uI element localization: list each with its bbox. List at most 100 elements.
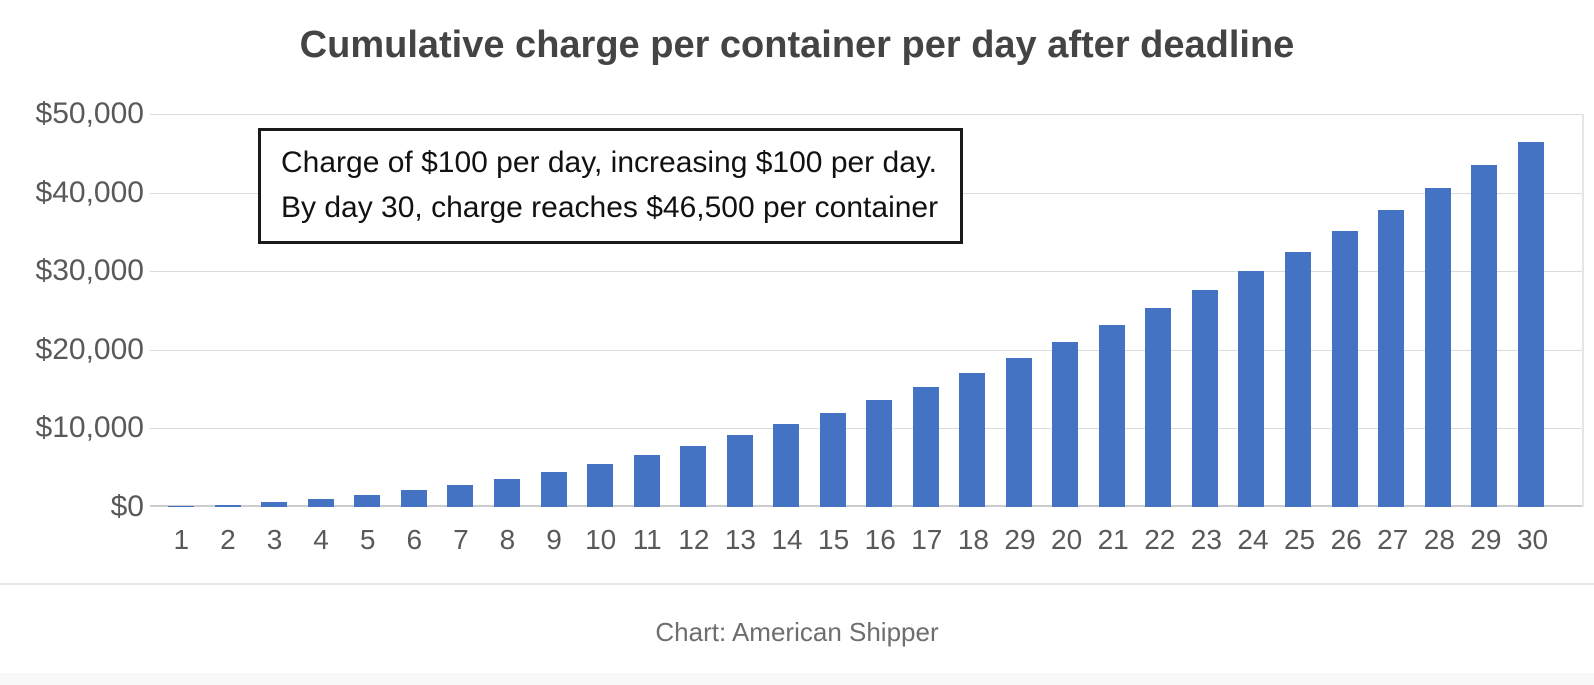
bar-slot-day-1 [158,114,205,507]
bar-slot-day-8 [484,114,531,507]
bar-slot-day-11 [623,114,670,507]
bar-day-20 [1052,342,1079,507]
x-tick-label-30: 30 [1516,524,1549,555]
x-tick-label-9: 9 [546,524,562,555]
bar-slot-day-22 [1135,114,1182,507]
bar-day-23 [1191,290,1218,507]
bar-slot-day-30 [1507,114,1554,507]
x-tick-label-11: 11 [632,524,662,555]
bar-slot-day-29 [1461,114,1508,507]
bar-day-22 [1145,308,1172,507]
annotation-line-2: By day 30, charge reaches $46,500 per co… [281,191,939,224]
x-tick-label-17: 17 [911,524,943,555]
bar-day-11 [633,455,660,507]
x-tick-label-10: 10 [585,524,617,555]
footer: Chart: American Shipper [0,585,1594,685]
bar-slot-day-17 [903,114,950,507]
bar-slot-day-14 [763,114,810,507]
bar-day-14 [773,424,800,507]
bar-day-17 [912,387,939,507]
x-tick-label-21: 21 [1097,524,1129,555]
bars-container [158,114,1554,507]
bar-slot-day-20 [1042,114,1089,507]
y-tick-label: $20,000 [35,332,144,366]
x-tick-label-16: 16 [864,524,896,555]
bar-slot-day-28 [1414,114,1461,507]
bar-day-6 [400,490,427,507]
bar-day-16 [866,400,893,507]
x-tick-label-6: 6 [406,524,423,555]
y-tick-label: $10,000 [35,411,144,445]
bar-slot-day-6 [391,114,438,507]
x-tick-label-13: 13 [724,524,756,555]
x-axis: 1 2 3 4 5 6 7 8 9 10 11 12 13 14 15 16 17 18 29 20 21 22 23 24 2… [158,523,1556,557]
bar-slot-day-9 [530,114,577,507]
bar-day-9 [540,472,567,507]
bar-slot-day-15 [809,114,856,507]
x-tick-label-22: 22 [1144,524,1176,555]
x-tick-label-15: 15 [818,524,850,555]
chart-title: Cumulative charge per container per day … [299,24,1295,66]
x-tick-label-29: 29 [1470,524,1502,555]
gridline [150,349,1582,351]
bar-slot-day-3 [251,114,298,507]
divider [0,583,1594,585]
chart-source-caption: Chart: American Shipper [655,617,939,647]
bar-day-5 [354,495,381,507]
gridline [150,271,1582,273]
bar-slot-day-12 [670,114,717,507]
bottom-strip [0,673,1594,685]
annotation-box: Charge of $100 per day, increasing $100 … [258,128,964,244]
x-tick-label-20: 20 [1051,524,1083,555]
x-tick-label-8: 8 [499,524,516,555]
y-tick-label: $40,000 [35,175,144,209]
y-tick-label: $50,000 [35,97,144,130]
bar-slot-day-23 [1182,114,1229,507]
bar-day-29 [1471,165,1498,507]
x-tick-label-24: 24 [1237,524,1269,555]
x-tick-label-4: 4 [313,524,329,555]
x-tick-label-3: 3 [266,524,283,555]
x-tick-label-28: 28 [1423,524,1455,555]
x-tick-label-23: 23 [1190,524,1222,555]
bar-slot-day-26 [1321,114,1368,507]
x-axis-line [150,505,1582,507]
chart: Cumulative charge per container per day … [0,24,1594,557]
bar-day-25 [1285,252,1312,507]
gridline [150,428,1582,430]
bar-day-10 [587,464,614,507]
bar-day-8 [493,479,520,507]
x-tick-label-5: 5 [359,524,376,555]
bar-slot-day-25 [1275,114,1322,507]
bar-day-15 [819,413,846,507]
bar-slot-day-19 [996,114,1043,507]
plot-area: Charge of $100 per day, increasing $100 … [150,114,1584,507]
bar-day-24 [1238,271,1265,507]
x-tick-label-27: 27 [1377,524,1409,555]
bar-day-18 [959,373,986,507]
bar-day-12 [680,446,707,507]
bar-slot-day-10 [577,114,624,507]
bar-day-26 [1331,231,1358,507]
x-tick-label-26: 26 [1330,524,1362,555]
bar-day-3 [261,502,288,507]
x-tick-label-18: 18 [957,524,989,555]
bar-slot-day-13 [716,114,763,507]
bar-day-21 [1098,325,1125,507]
bar-slot-day-7 [437,114,484,507]
x-tick-label-1: 1 [173,524,190,555]
bar-slot-day-16 [856,114,903,507]
plot-row: $50,000 $40,000 $30,000 $20,000 $10,000 $0 Ch… [0,99,1594,522]
annotation-line-1: Charge of $100 per day, increasing $100 … [281,146,937,179]
bar-day-7 [447,485,474,507]
bar-slot-day-18 [949,114,996,507]
bar-slot-day-4 [298,114,345,507]
bar-day-2 [214,505,241,507]
gridline [150,114,1582,115]
x-tick-label-19: 29 [1004,524,1036,555]
bar-slot-day-2 [205,114,252,507]
bar-slot-day-27 [1368,114,1415,507]
bar-slot-day-21 [1089,114,1136,507]
bar-day-30 [1517,142,1544,507]
